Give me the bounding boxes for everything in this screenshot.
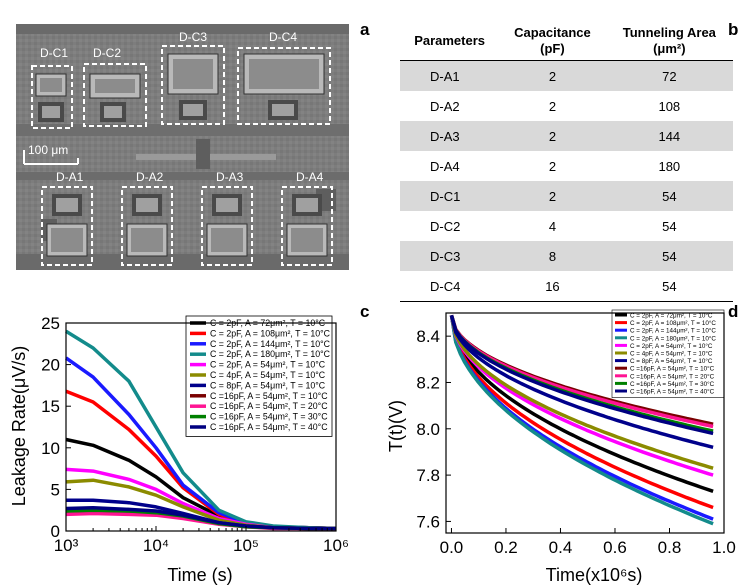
y-tick-label-d: 7.8	[416, 466, 440, 485]
x-tick-label-c: 10³	[54, 536, 79, 555]
series-line-d-4	[449, 314, 714, 477]
x-tick-label-c: 10⁶	[323, 536, 349, 555]
y-tick-label-c: 20	[41, 356, 60, 375]
table-header-row: Parameters Capacitance (pF) Tunneling Are…	[400, 22, 733, 61]
legend-label-c: C = 2pF, A = 54μm², T = 10°C	[210, 360, 326, 370]
device-d-c4	[237, 47, 331, 125]
series-line-d-0	[449, 314, 714, 493]
series-line-d-6	[449, 314, 714, 449]
device-d-a2	[121, 186, 173, 266]
label-d-a3: D-A3	[216, 170, 244, 184]
table-row: D-A4 2 180	[430, 158, 681, 174]
table-row: D-C1 2 54	[400, 181, 733, 211]
leakage-rate-chart: Leakage Rate(μV/s) Time (s) C = 2pF, A =…	[9, 314, 349, 585]
table-row: D-C4 16 54	[400, 271, 733, 302]
legend-label-c: C =16pF, A = 54μm², T = 10°C	[210, 391, 328, 401]
device-d-c2	[83, 63, 147, 127]
legend-label-d: C =16pF, A = 54μm², T = 40°C	[630, 388, 715, 396]
legend-label-c: C = 2pF, A = 108μm², T = 10°C	[210, 328, 331, 338]
y-tick-label-c: 0	[51, 522, 60, 541]
parameters-table: Parameters Capacitance (pF) Tunneling Are…	[400, 22, 733, 302]
header-capacitance: Capacitance (pF)	[499, 22, 606, 61]
y-tick-label-d: 7.6	[416, 512, 440, 531]
x-tick-label-d: 0.0	[440, 538, 464, 557]
x-tick-label-c: 10⁵	[233, 536, 259, 555]
chart-c-ylabel: Leakage Rate(μV/s)	[9, 346, 29, 506]
y-tick-label-d: 8.2	[416, 373, 440, 392]
table-row: D-A3 2 144	[400, 121, 733, 151]
table-row: D-C2 4 54	[430, 218, 677, 234]
legend-label-c: C = 2pF, A = 180μm², T = 10°C	[210, 349, 331, 359]
table-row: D-A1 2 72	[400, 60, 733, 91]
series-line-d-1	[449, 315, 714, 510]
device-d-c3	[161, 45, 225, 125]
x-tick-label-d: 0.2	[494, 538, 518, 557]
chart-c-xlabel: Time (s)	[167, 565, 232, 585]
label-d-c2: D-C2	[93, 46, 121, 60]
legend-label-c: C =16pF, A = 54μm², T = 30°C	[210, 412, 328, 422]
series-line-d-10	[449, 314, 714, 436]
legend-label-d: C = 8pF, A = 54μm², T = 10°C	[630, 357, 713, 365]
legend-label-d: C =16pF, A = 54μm², T = 10°C	[630, 365, 715, 373]
chart-d-ylabel: T(t)(V)	[386, 400, 406, 452]
x-tick-label-d: 1.0	[712, 538, 736, 557]
label-d-c3: D-C3	[179, 30, 207, 44]
table-row: D-A2 2 108	[430, 98, 681, 114]
scale-bar: 100 μm	[23, 143, 79, 165]
panel-label-d: d	[728, 302, 739, 321]
label-d-a4: D-A4	[296, 170, 324, 184]
chart-d-xlabel: Time(x10⁶s)	[546, 565, 643, 585]
legend-label-d: C =16pF, A = 54μm², T = 20°C	[630, 372, 715, 380]
header-parameters: Parameters	[400, 22, 500, 61]
panel-label-c: c	[360, 302, 370, 321]
series-line-c-10	[65, 505, 336, 531]
legend-label-d: C = 4pF, A = 54μm², T = 10°C	[630, 350, 713, 358]
x-tick-label-d: 0.8	[658, 538, 682, 557]
legend-label-d: C = 2pF, A = 180μm², T = 10°C	[630, 334, 716, 342]
legend-label-c: C =16pF, A = 54μm², T = 20°C	[210, 401, 328, 411]
x-tick-label-d: 0.4	[549, 538, 573, 557]
label-d-c1: D-C1	[40, 46, 68, 60]
legend-label-c: C = 2pF, A = 144μm², T = 10°C	[210, 339, 331, 349]
legend-label-d: C = 2pF, A = 54μm², T = 10°C	[630, 342, 713, 350]
series-line-d-5	[449, 314, 714, 470]
x-tick-label-d: 0.6	[603, 538, 627, 557]
y-tick-label-c: 10	[41, 439, 60, 458]
y-tick-label-d: 8.0	[416, 420, 440, 439]
device-d-a3	[201, 186, 253, 266]
header-tunneling-area: Tunneling Area (μm²)	[605, 22, 733, 61]
label-d-a2: D-A2	[136, 170, 164, 184]
legend-label-d: C =16pF, A = 54μm², T = 30°C	[630, 380, 715, 388]
legend-box-c	[185, 315, 333, 437]
device-d-a4	[281, 186, 333, 266]
legend-label-c: C =16pF, A = 54μm², T = 40°C	[210, 422, 328, 432]
legend-label-d: C = 2pF, A = 108μm², T = 10°C	[630, 319, 716, 327]
chart-c-frame	[65, 322, 337, 532]
table-row: D-C3 8 54	[400, 241, 733, 271]
chart-d-frame	[445, 312, 725, 534]
label-d-a1: D-A1	[56, 170, 84, 184]
legend-box-d	[611, 309, 725, 398]
device-d-c1	[31, 65, 73, 129]
y-tick-label-c: 15	[41, 397, 60, 416]
y-tick-label-c: 25	[41, 314, 60, 333]
label-d-c4: D-C4	[269, 30, 297, 44]
legend-label-c: C = 8pF, A = 54μm², T = 10°C	[210, 380, 326, 390]
micrograph-image: D-C1 D-C2 D-C3 D-C4 D-A1 D-A2 D-A3 D-A4 …	[16, 24, 349, 270]
panel-label-b: b	[728, 20, 739, 39]
device-d-a1	[41, 186, 93, 266]
legend-label-d: C = 2pF, A = 144μm², T = 10°C	[630, 327, 716, 335]
panel-label-a: a	[360, 20, 370, 39]
scale-bar-label: 100 μm	[28, 143, 68, 157]
y-tick-label-d: 8.4	[416, 327, 440, 346]
series-line-d-3	[449, 315, 714, 526]
legend-label-c: C = 4pF, A = 54μm², T = 10°C	[210, 370, 326, 380]
legend-label-d: C = 2pF, A = 72μm², T = 10°C	[630, 312, 713, 320]
voltage-time-chart: T(t)(V) Time(x10⁶s) C = 2pF, A = 72μm², …	[386, 309, 736, 585]
y-tick-label-c: 5	[51, 480, 60, 499]
x-tick-label-c: 10⁴	[143, 536, 169, 555]
